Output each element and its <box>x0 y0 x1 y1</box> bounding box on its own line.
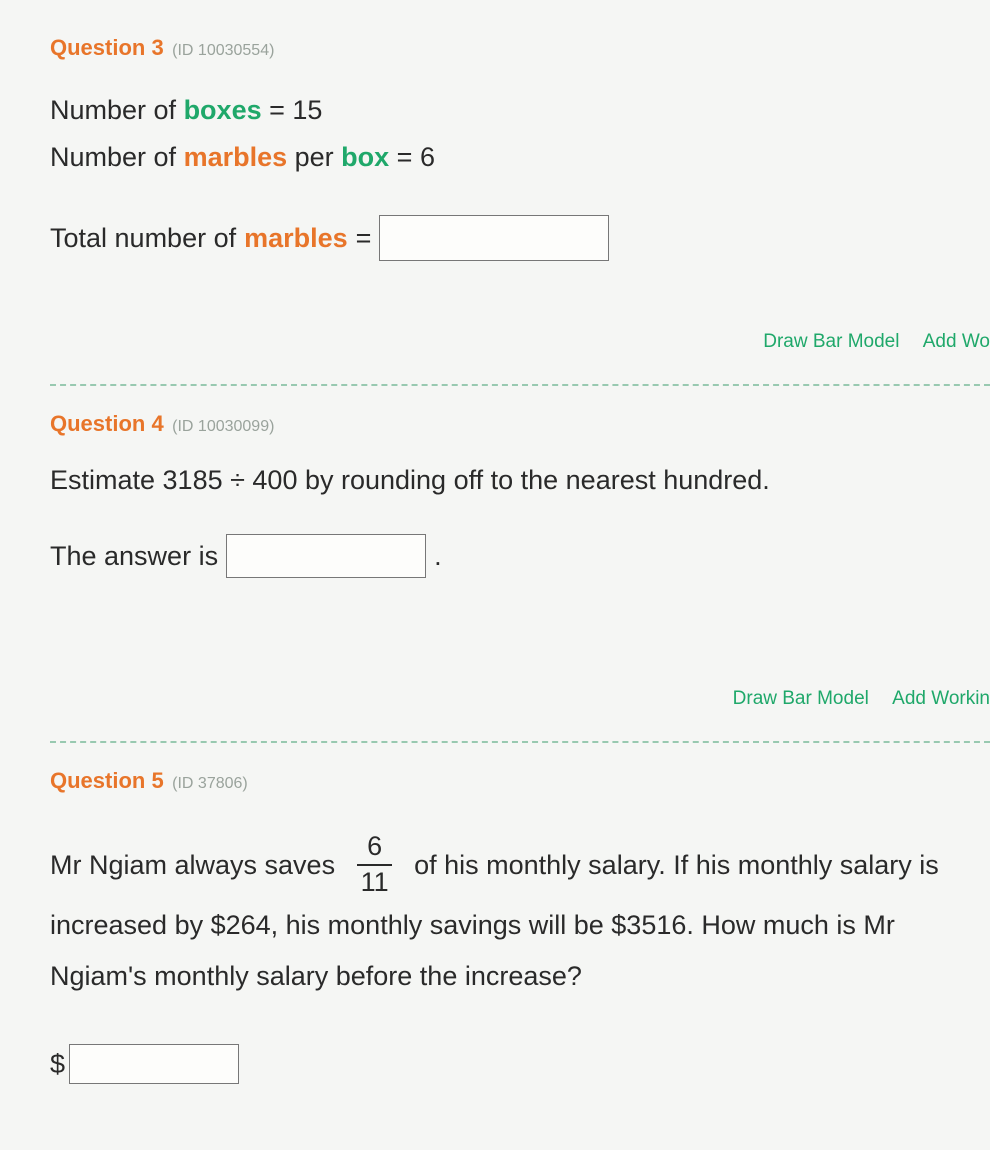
q3-line1-pre: Number of <box>50 95 184 125</box>
q5-fraction: 611 <box>351 832 399 897</box>
q5-text-pre: Mr Ngiam always saves <box>50 850 343 880</box>
question-5-id: (ID 37806) <box>172 775 248 792</box>
q3-line3-pre: Total number of <box>50 217 236 260</box>
q4-prompt: Estimate 3185 ÷ 400 by rounding off to t… <box>50 465 990 496</box>
question-3-id: (ID 10030554) <box>172 42 274 59</box>
q4-actions: Draw Bar Model Add Workin <box>50 688 990 710</box>
question-5-label: Question 5 <box>50 768 164 793</box>
q3-line2-pre: Number of <box>50 142 184 172</box>
question-4-label: Question 4 <box>50 411 164 436</box>
q3-line-3: Total number of marbles = <box>50 215 990 261</box>
q3-actions: Draw Bar Model Add Wo <box>50 331 990 353</box>
q3-line2-mid: per <box>287 142 341 172</box>
q5-answer-row: $ <box>50 1044 990 1084</box>
question-4-header: Question 4 (ID 10030099) <box>50 411 990 437</box>
divider-2 <box>50 741 990 743</box>
q5-answer-input[interactable] <box>69 1044 239 1084</box>
q3-word-marbles-1: marbles <box>184 142 288 172</box>
q3-word-box: box <box>341 142 389 172</box>
q3-word-boxes: boxes <box>184 95 262 125</box>
q3-line-2: Number of marbles per box = 6 <box>50 136 990 179</box>
question-3-label: Question 3 <box>50 35 164 60</box>
question-5: Question 5 (ID 37806) Mr Ngiam always sa… <box>50 753 990 1109</box>
q3-word-marbles-2: marbles <box>244 217 348 260</box>
q4-period: . <box>434 541 442 572</box>
draw-bar-model-button[interactable]: Draw Bar Model <box>763 331 899 352</box>
q4-answer-input[interactable] <box>226 534 426 578</box>
question-4-id: (ID 10030099) <box>172 418 274 435</box>
q3-line3-post: = <box>356 217 372 260</box>
question-4: Question 4 (ID 10030099) Estimate 3185 ÷… <box>50 396 990 735</box>
divider-1 <box>50 384 990 386</box>
q4-answer-label: The answer is <box>50 541 218 572</box>
q3-line1-post: = 15 <box>262 95 323 125</box>
q3-answer-input[interactable] <box>379 215 609 261</box>
q3-line-1: Number of boxes = 15 <box>50 89 990 132</box>
q5-frac-den: 11 <box>351 866 399 898</box>
question-5-header: Question 5 (ID 37806) <box>50 768 990 794</box>
question-3-header: Question 3 (ID 10030554) <box>50 35 990 61</box>
q3-line2-post: = 6 <box>389 142 435 172</box>
question-3: Question 3 (ID 10030554) Number of boxes… <box>50 20 990 378</box>
q5-text: Mr Ngiam always saves 611 of his monthly… <box>50 834 990 1002</box>
q5-frac-num: 6 <box>357 832 392 866</box>
add-working-button[interactable]: Add Wo <box>923 331 990 352</box>
draw-bar-model-button[interactable]: Draw Bar Model <box>733 688 869 709</box>
add-working-button[interactable]: Add Workin <box>892 688 990 709</box>
q4-answer-row: The answer is . <box>50 534 990 578</box>
q5-currency: $ <box>50 1049 65 1080</box>
